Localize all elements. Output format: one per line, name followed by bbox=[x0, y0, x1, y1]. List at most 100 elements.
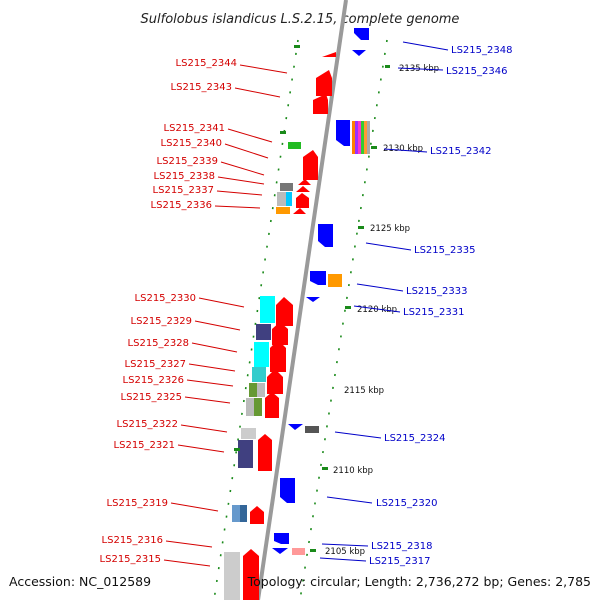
gene-label[interactable]: LS215_2341 bbox=[164, 123, 225, 134]
left-gene-labels: LS215_2344 LS215_2343 LS215_2341 LS215_2… bbox=[100, 58, 288, 567]
gene-2327[interactable] bbox=[267, 369, 283, 394]
gene-label[interactable]: LS215_2340 bbox=[161, 138, 222, 149]
tick-dash bbox=[358, 226, 364, 229]
gene-label[interactable]: LS215_2324 bbox=[384, 433, 445, 444]
gene-label[interactable]: LS215_2328 bbox=[128, 338, 189, 349]
leader-line bbox=[194, 320, 241, 331]
kbp-tick-2120: 2120 kbp bbox=[357, 305, 397, 315]
gene-label[interactable]: LS215_2336 bbox=[151, 200, 212, 211]
gene-2347[interactable] bbox=[352, 50, 366, 56]
leader-line bbox=[180, 424, 228, 433]
tick-dash bbox=[345, 306, 351, 309]
feature-blocks bbox=[224, 121, 370, 600]
gene-label[interactable]: LS215_2331 bbox=[403, 307, 464, 318]
forward-genes bbox=[243, 52, 336, 600]
leader-line bbox=[165, 540, 213, 548]
gene-2325[interactable] bbox=[265, 392, 279, 418]
gene-2330[interactable] bbox=[276, 297, 293, 326]
gene-label[interactable]: LS215_2329 bbox=[131, 316, 192, 327]
leader-line bbox=[220, 161, 265, 176]
gene-label[interactable]: LS215_2320 bbox=[376, 498, 437, 509]
leader-line bbox=[402, 41, 449, 51]
gene-2341[interactable] bbox=[288, 142, 301, 149]
block-2317 bbox=[292, 548, 305, 555]
gene-label[interactable]: LS215_2327 bbox=[125, 359, 186, 370]
gene-label[interactable]: LS215_2316 bbox=[102, 535, 163, 546]
kbp-tick-2110: 2110 kbp bbox=[333, 466, 373, 476]
gene-2319[interactable] bbox=[250, 506, 264, 524]
gene-label[interactable]: LS215_2325 bbox=[121, 392, 182, 403]
block-2319b bbox=[240, 505, 247, 522]
gene-2318[interactable] bbox=[274, 533, 289, 544]
gene-2336[interactable] bbox=[293, 208, 306, 214]
gene-label[interactable]: LS215_2319 bbox=[107, 498, 168, 509]
gene-label[interactable]: LS215_2342 bbox=[430, 146, 491, 157]
gene-label[interactable]: LS215_2344 bbox=[176, 58, 237, 69]
gene-2343[interactable] bbox=[313, 94, 328, 114]
gene-2328[interactable] bbox=[270, 340, 286, 372]
leader-line bbox=[321, 543, 369, 547]
gene-2321[interactable] bbox=[258, 434, 272, 471]
block-stripe bbox=[352, 121, 355, 154]
gene-2337[interactable] bbox=[296, 193, 309, 208]
gene-label[interactable]: LS215_2348 bbox=[451, 45, 512, 56]
tick-dash bbox=[280, 131, 286, 134]
gene-label[interactable]: LS215_2335 bbox=[414, 245, 475, 256]
gene-2339[interactable] bbox=[298, 179, 311, 185]
gene-label[interactable]: LS215_2326 bbox=[123, 375, 184, 386]
leader-line bbox=[397, 67, 444, 71]
leader-line bbox=[326, 496, 373, 504]
block-2326b bbox=[257, 383, 265, 397]
gene-label[interactable]: LS215_2337 bbox=[153, 185, 214, 196]
block-stripe bbox=[355, 121, 358, 154]
tick-dash bbox=[322, 467, 328, 470]
block-2329 bbox=[256, 324, 271, 340]
gene-2338[interactable] bbox=[296, 186, 310, 192]
gene-2331[interactable] bbox=[306, 297, 320, 302]
leader-line bbox=[224, 143, 269, 159]
block-2330 bbox=[260, 296, 275, 323]
leader-line bbox=[365, 242, 412, 251]
block-2327 bbox=[252, 367, 266, 382]
gene-label[interactable]: LS215_2338 bbox=[154, 171, 215, 182]
gene-2315[interactable] bbox=[243, 549, 259, 600]
leader-line bbox=[319, 557, 367, 562]
gene-label[interactable]: LS215_2339 bbox=[157, 156, 218, 167]
tick-dash bbox=[234, 448, 240, 451]
tick-dash bbox=[294, 45, 300, 48]
leader-line bbox=[198, 297, 245, 308]
gene-2334[interactable] bbox=[310, 271, 326, 285]
gene-2344[interactable] bbox=[316, 70, 332, 96]
kbp-tick-2130: 2130 kbp bbox=[383, 144, 423, 154]
gene-label[interactable]: LS215_2317 bbox=[369, 556, 430, 567]
leader-line bbox=[239, 64, 288, 74]
block-2323 bbox=[305, 426, 319, 433]
gene-2320[interactable] bbox=[280, 478, 295, 503]
gene-2317[interactable] bbox=[272, 548, 288, 554]
map-title: Sulfolobus islandicus L.S.2.15, complete… bbox=[141, 12, 460, 27]
gene-label[interactable]: LS215_2322 bbox=[117, 419, 178, 430]
gene-label[interactable]: LS215_2330 bbox=[135, 293, 196, 304]
leader-line bbox=[216, 190, 263, 196]
gene-2345[interactable] bbox=[322, 52, 336, 57]
gene-label[interactable]: LS215_2318 bbox=[371, 541, 432, 552]
gene-label[interactable]: LS215_2343 bbox=[171, 82, 232, 93]
block-2338 bbox=[277, 192, 286, 206]
gene-2342[interactable] bbox=[336, 120, 350, 146]
gene-label[interactable]: LS215_2315 bbox=[100, 554, 161, 565]
gene-2329[interactable] bbox=[272, 322, 288, 345]
gene-label[interactable]: LS215_2321 bbox=[114, 440, 175, 451]
leader-line bbox=[186, 379, 234, 387]
gene-2340[interactable] bbox=[303, 150, 318, 180]
leader-line bbox=[234, 87, 281, 98]
gene-2324[interactable] bbox=[288, 424, 303, 430]
block-stripe bbox=[361, 121, 364, 154]
block-2325b bbox=[254, 398, 262, 416]
leader-line bbox=[214, 205, 261, 209]
gene-label[interactable]: LS215_2333 bbox=[406, 286, 467, 297]
gene-2348[interactable] bbox=[354, 28, 369, 40]
kbp-tick-2115: 2115 kbp bbox=[344, 386, 384, 396]
gene-2335[interactable] bbox=[318, 224, 333, 247]
gene-label[interactable]: LS215_2346 bbox=[446, 66, 507, 77]
